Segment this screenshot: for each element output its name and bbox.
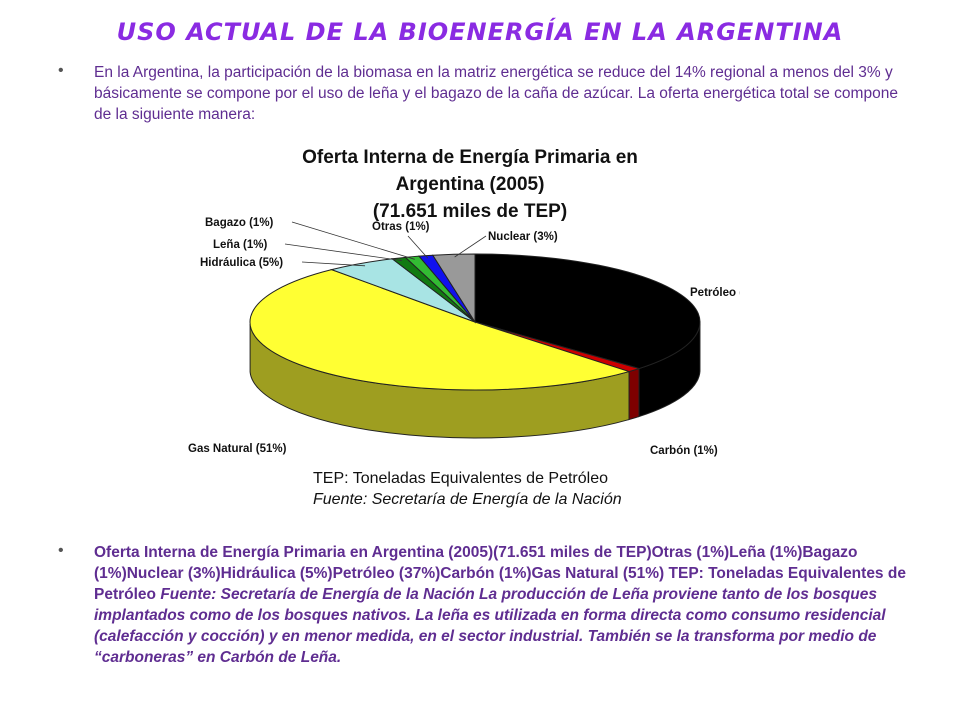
intro-text: En la Argentina, la participación de la … (94, 64, 898, 123)
intro-paragraph: • En la Argentina, la participación de l… (58, 62, 918, 125)
pie-leaders (284, 221, 487, 267)
leader-line-hidraulica (301, 261, 366, 267)
pie-slice-gas-natural (249, 269, 631, 391)
leader-line-nuclear (454, 235, 487, 258)
leader-line-otras (407, 235, 429, 259)
slice-label-hidraulica: Hidráulica (5%) (200, 257, 283, 269)
summary-italic-text: Fuente: Secretaría de Energía de la Naci… (94, 586, 886, 666)
chart-footnote: TEP: Toneladas Equivalentes de Petróleo (313, 470, 608, 487)
slice-label-otras: Otras (1%) (372, 221, 430, 233)
summary-bold-text: Oferta Interna de Energía Primaria en Ar… (94, 544, 906, 603)
chart-title-line-2: Argentina (2005) (396, 174, 545, 195)
chart-source: Fuente: Secretaría de Energía de la Naci… (313, 491, 622, 508)
slice-label-nuclear: Nuclear (3%) (488, 231, 558, 243)
summary-paragraph: • Oferta Interna de Energía Primaria en … (58, 542, 918, 668)
leader-line-lena (284, 243, 402, 261)
chart-title-line-3: (71.651 miles de TEP) (373, 201, 567, 222)
pie-slice-petroleo (474, 253, 701, 370)
pie-chart: Oferta Interna de Energía Primaria en Ar… (188, 147, 740, 508)
slice-label-lena: Leña (1%) (213, 239, 267, 251)
slice-label-petroleo: Petróleo (37%) (690, 287, 740, 299)
slice-label-gas-natural: Gas Natural (51%) (188, 443, 287, 455)
slide-title: USO ACTUAL DE LA BIOENERGÍA EN LA ARGENT… (116, 18, 844, 46)
pie-slice-nuclear (431, 253, 476, 324)
chart-title-line-1: Oferta Interna de Energía Primaria en (302, 147, 638, 168)
leader-line-bagazo (291, 221, 415, 260)
slice-label-bagazo: Bagazo (1%) (205, 217, 274, 229)
bullet-marker: • (58, 62, 64, 79)
pie-side-carbon (628, 367, 640, 421)
bullet-marker: • (58, 542, 64, 559)
slice-label-carbon: Carbón (1%) (650, 445, 718, 457)
summary-text: Oferta Interna de Energía Primaria en Ar… (94, 542, 918, 668)
pie-top (249, 253, 701, 391)
